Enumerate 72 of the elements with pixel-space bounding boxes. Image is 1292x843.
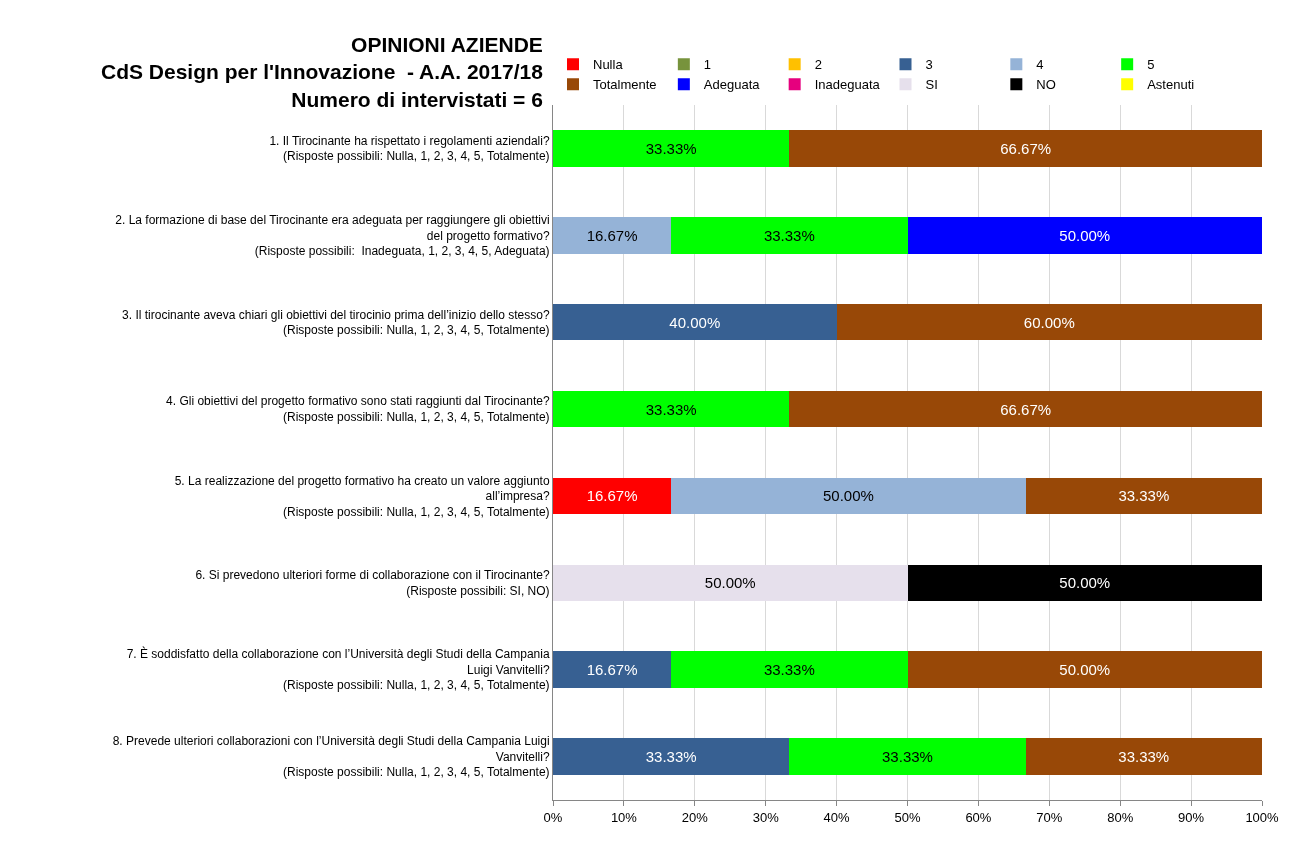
data-label: 40.00% xyxy=(669,313,721,331)
data-label: 50.00% xyxy=(704,574,756,592)
data-label: 33.33% xyxy=(645,139,697,157)
data-label: 50.00% xyxy=(823,487,874,505)
x-tick-label: 20% xyxy=(681,809,709,825)
legend-label: 5 xyxy=(1147,57,1155,73)
legend-label: 1 xyxy=(703,57,712,73)
text: OPINIONI AZIENDE CdS Design per l'Innovazione - A.A. 2017/18 Numero di intervistati = 6 xyxy=(101,33,544,111)
x-tick-label: 60% xyxy=(965,809,992,825)
x-tick-label: 70% xyxy=(1036,809,1063,825)
data-label: 33.33% xyxy=(882,748,933,766)
data-label: 16.67% xyxy=(586,487,638,505)
data-label: 66.67% xyxy=(1000,139,1052,157)
legend-label: SI xyxy=(925,77,938,93)
legend-label: NO xyxy=(1036,77,1056,93)
data-label: 66.67% xyxy=(1000,400,1052,418)
bar xyxy=(789,130,1262,167)
data-label: 60.00% xyxy=(1023,313,1075,331)
bar xyxy=(671,651,908,688)
data-label: 33.33% xyxy=(763,661,815,679)
bar xyxy=(671,217,908,254)
y-tick-label: 2. La formazione di base del Tirocinante era adeguata per raggiungere gli obiettivi del progetto formativo? (Risposte possibili: Inadeguata, 1, 2, 3, 4, 5, Adeguata) xyxy=(115,212,550,259)
bar xyxy=(553,738,790,775)
bar xyxy=(836,303,1262,341)
legend-label: 2 xyxy=(814,57,822,73)
data-label: 16.67% xyxy=(586,226,638,244)
y-tick-label: 3. Il tirocinante aveva chiari gli obiettivi del tirocinio prima dell’inizio dello stesso? (Risposte possibili: Nulla, 1, 2, 3, 4, 5, Totalmente) xyxy=(122,307,550,338)
y-tick-label: 1. Il Tirocinante ha rispettato i regolamenti aziendali? (Risposte possibili: Nulla, 1, 2, 3, 4, 5, Totalmente) xyxy=(269,133,550,164)
data-label: 50.00% xyxy=(1059,574,1111,592)
bar xyxy=(907,564,1262,602)
legend-label: Adeguata xyxy=(703,77,761,93)
x-tick-label: 80% xyxy=(1107,809,1134,825)
legend-label: 4 xyxy=(1036,57,1044,73)
legend-label: 3 xyxy=(925,57,933,73)
legend-label: Astenuti xyxy=(1147,77,1195,93)
x-tick-label: 30% xyxy=(752,809,780,825)
data-label: 33.33% xyxy=(1118,748,1170,766)
legend-label: Totalmente xyxy=(593,77,657,93)
bar xyxy=(553,130,790,167)
y-tick-label: 8. Prevede ulteriori collaborazioni con l’Università degli Studi della Campania Luigi Vanvitelli? (Risposte possibili: Nulla, 1, 2, 3, 4, 5, Totalmente) xyxy=(112,734,550,780)
bar xyxy=(789,390,1262,428)
bar xyxy=(553,217,672,254)
x-tick-label: 40% xyxy=(823,809,851,825)
bar xyxy=(907,651,1262,688)
bar xyxy=(789,738,1026,775)
bar xyxy=(907,217,1262,254)
bar xyxy=(671,477,1026,515)
data-label: 50.00% xyxy=(1059,661,1111,679)
data-label: 33.33% xyxy=(763,226,815,244)
y-tick-label: 7. È soddisfatto della collaborazione con l’Università degli Studi della Campania Luigi Vanvitelli? (Risposte possibili: Nulla, 1, 2, 3, 4, 5, Totalmente) xyxy=(126,646,550,693)
x-tick-label: 90% xyxy=(1178,809,1205,825)
x-tick-label: 0% xyxy=(543,809,563,825)
bar xyxy=(1025,477,1262,515)
legend-label: Nulla xyxy=(593,57,624,73)
legend-label: Inadeguata xyxy=(814,77,881,93)
y-tick-label: 4. Gli obiettivi del progetto formativo sono stati raggiunti dal Tirocinante? (Risposte possibili: Nulla, 1, 2, 3, 4, 5, Totalmente) xyxy=(166,394,550,425)
bar xyxy=(1025,738,1262,775)
data-label: 33.33% xyxy=(1118,487,1170,505)
bar xyxy=(553,477,672,515)
data-label: 33.33% xyxy=(645,400,697,418)
data-label: 50.00% xyxy=(1059,226,1111,244)
y-tick-label: 6. Si prevedono ulteriori forme di collaborazione con il Tirocinante? (Risposte possibili: SI, NO) xyxy=(195,568,550,598)
bar xyxy=(553,564,908,602)
x-tick-label: 100% xyxy=(1245,809,1280,825)
bar xyxy=(553,390,790,428)
data-label: 33.33% xyxy=(645,748,697,766)
y-tick-label: 5. La realizzazione del progetto formativo ha creato un valore aggiunto all’impresa? (Risposte possibili: Nulla, 1, 2, 3, 4, 5, Totalmente) xyxy=(174,473,550,519)
x-tick-label: 10% xyxy=(610,809,638,825)
bar xyxy=(553,303,837,341)
x-tick-label: 50% xyxy=(894,809,921,825)
data-label: 16.67% xyxy=(586,661,638,679)
bar xyxy=(553,651,672,688)
